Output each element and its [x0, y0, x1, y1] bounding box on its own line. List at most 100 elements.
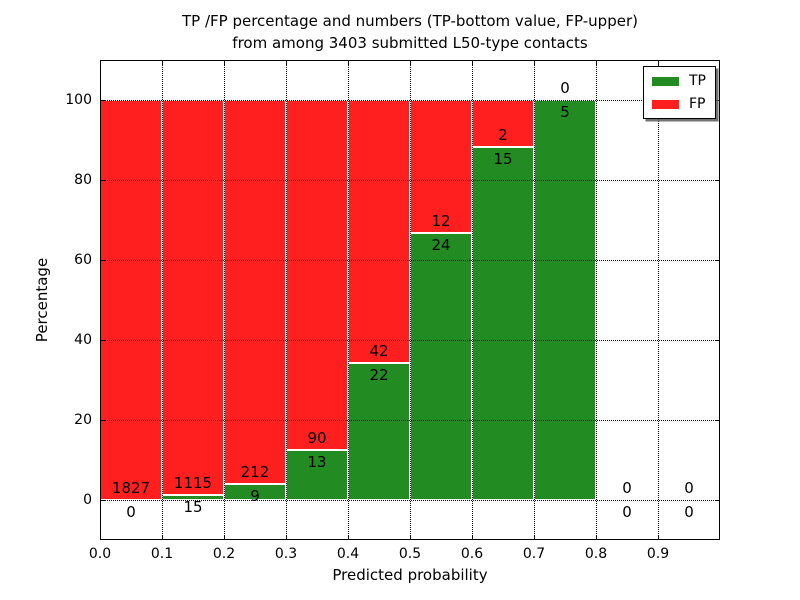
gridline-vertical: [658, 60, 659, 540]
bar-fp-segment: [224, 100, 286, 484]
bar-fp-segment: [410, 100, 472, 234]
gridline-horizontal: [100, 260, 720, 261]
legend-label: TP: [689, 73, 706, 89]
tick-mark: [410, 535, 411, 540]
tp-count-label: 5: [560, 103, 570, 121]
fp-count-label: 1115: [173, 473, 213, 492]
bars-layer: [100, 60, 720, 540]
gridline-vertical: [348, 60, 349, 540]
tick-mark: [596, 535, 597, 540]
x-tick-label: 0.4: [336, 546, 360, 562]
tick-mark: [410, 60, 411, 65]
tick-mark: [100, 340, 105, 341]
tp-count-label: 13: [307, 452, 327, 471]
tick-mark: [715, 500, 720, 501]
gridline-vertical: [224, 60, 225, 540]
x-tick-label: 0.3: [274, 546, 298, 562]
tick-mark: [100, 100, 105, 101]
tick-mark: [472, 535, 473, 540]
chart-title-line2: from among 3403 submitted L50-type conta…: [232, 34, 588, 52]
x-tick-label: 0.9: [646, 546, 670, 562]
tick-mark: [715, 340, 720, 341]
gridline-vertical: [286, 60, 287, 540]
legend-row: FP: [652, 97, 706, 111]
tp-count-label: 15: [183, 497, 203, 516]
x-tick-label: 0.5: [398, 546, 422, 562]
y-tick-label: 20: [74, 412, 92, 428]
fp-count-label: 1827: [111, 479, 151, 497]
y-tick-label: 40: [74, 332, 92, 348]
fp-count-label: 0: [684, 479, 694, 497]
legend-label: FP: [689, 96, 706, 112]
gridline-vertical: [162, 60, 163, 540]
tick-mark: [715, 260, 720, 261]
tick-mark: [286, 60, 287, 65]
tick-mark: [534, 60, 535, 65]
gridline-horizontal: [100, 340, 720, 341]
x-tick-label: 0.0: [88, 546, 112, 562]
bar-tp-segment: [410, 233, 472, 500]
chart-title-line1: TP /FP percentage and numbers (TP-bottom…: [182, 12, 638, 30]
fp-count-label: 2: [498, 126, 508, 145]
tick-mark: [162, 535, 163, 540]
gridline-horizontal: [100, 420, 720, 421]
tick-mark: [224, 535, 225, 540]
bar-fp-segment: [162, 100, 224, 495]
gridline-vertical: [534, 60, 535, 540]
tp-count-label: 24: [431, 236, 451, 255]
chart-title: TP /FP percentage and numbers (TP-bottom…: [100, 10, 720, 54]
fp-count-label: 90: [307, 428, 327, 447]
tick-mark: [224, 60, 225, 65]
y-tick-label: 60: [74, 252, 92, 268]
plot-area: 1827 0 1115 15 212 9 90 13 42 22 12 24 2 15 0 5 0 0 0 0 TP F…: [100, 60, 720, 540]
y-tick-label: 80: [74, 172, 92, 188]
gridline-vertical: [596, 60, 597, 540]
tick-mark: [286, 535, 287, 540]
bar-label-layer: 1827 0 1115 15 212 9 90 13 42 22 12 24 2 15 0 5 0 0 0 0: [100, 60, 720, 540]
gridline-vertical: [472, 60, 473, 540]
tp-count-label: 0: [622, 503, 632, 521]
tick-mark: [100, 260, 105, 261]
tick-mark: [658, 535, 659, 540]
tp-count-label: 22: [369, 365, 389, 384]
tick-mark: [348, 60, 349, 65]
tp-count-label: 0: [684, 503, 694, 521]
tick-mark: [658, 60, 659, 65]
tp-count-label: 15: [493, 150, 513, 169]
tick-mark: [715, 100, 720, 101]
tick-mark: [100, 180, 105, 181]
fp-count-label: 0: [560, 79, 570, 97]
y-axis-label: Percentage: [33, 257, 51, 343]
tick-mark: [534, 535, 535, 540]
tick-mark: [348, 535, 349, 540]
y-tick-label: 0: [83, 492, 92, 508]
tick-mark: [715, 180, 720, 181]
legend: TP FP: [643, 66, 716, 119]
y-tick-label: 100: [65, 92, 92, 108]
tick-mark: [596, 60, 597, 65]
x-axis-label: Predicted probability: [332, 566, 488, 584]
legend-row: TP: [652, 74, 706, 88]
grid-layer: [100, 60, 720, 540]
x-tick-label: 0.6: [460, 546, 484, 562]
x-tick-label: 0.7: [522, 546, 546, 562]
x-tick-label: 0.8: [584, 546, 608, 562]
legend-swatch-tp: [652, 76, 679, 86]
gridline-horizontal: [100, 100, 720, 101]
tick-mark: [162, 60, 163, 65]
x-tick-label: 0.1: [150, 546, 174, 562]
tp-count-label: 0: [126, 503, 136, 521]
tick-mark: [472, 60, 473, 65]
fp-count-label: 212: [240, 462, 270, 481]
tp-count-label: 9: [250, 486, 260, 505]
gridline-vertical: [410, 60, 411, 540]
x-tick-label: 0.2: [212, 546, 236, 562]
fp-count-label: 42: [369, 341, 389, 360]
tick-mark: [100, 500, 105, 501]
legend-swatch-fp: [652, 99, 679, 109]
tick-mark: [100, 420, 105, 421]
gridline-horizontal: [100, 180, 720, 181]
gridline-horizontal: [100, 500, 720, 501]
fp-count-label: 12: [431, 212, 451, 231]
